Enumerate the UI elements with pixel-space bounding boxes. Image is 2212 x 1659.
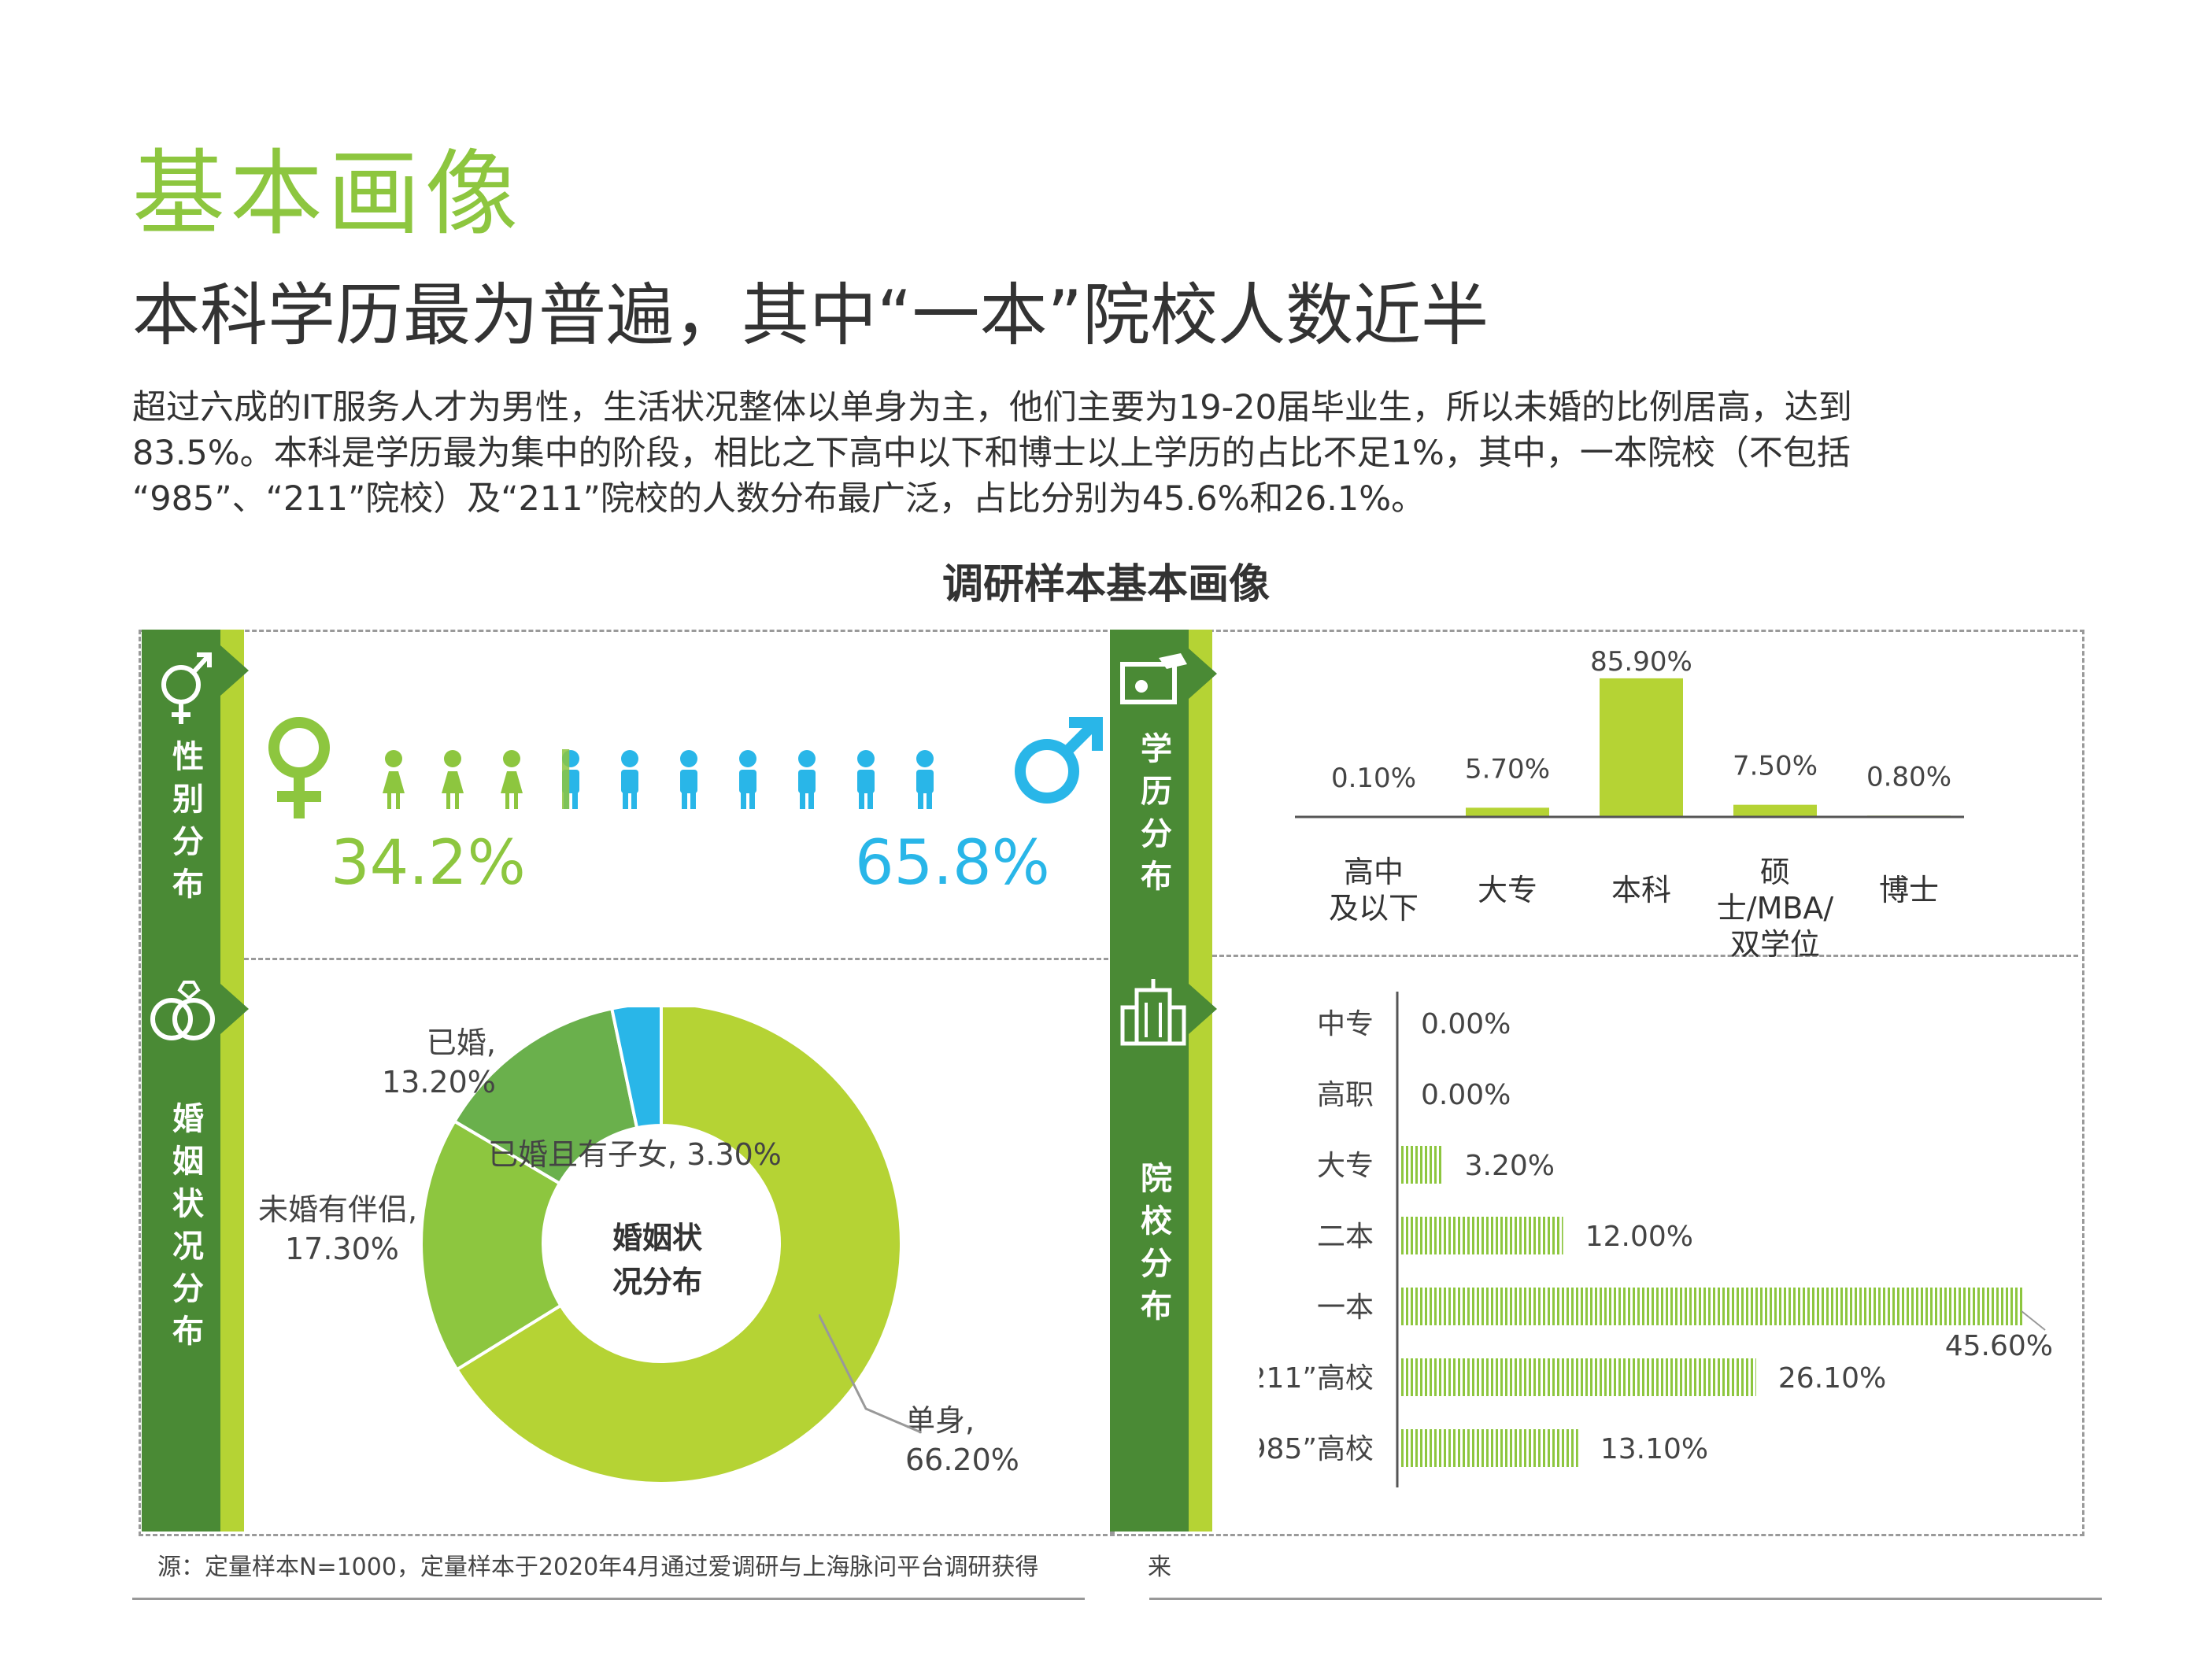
- school-value-label: 45.60%: [1945, 1330, 2053, 1362]
- school-category-label: 高职: [1317, 1079, 1374, 1111]
- page-title: 基本画像: [132, 139, 523, 248]
- school-leader-line: [2021, 1310, 2046, 1331]
- education-category-label: 博士: [1842, 872, 1976, 908]
- left-divider: [244, 958, 1108, 960]
- right-stripe: [1189, 630, 1212, 1532]
- right-divider: [1212, 955, 2078, 957]
- school-category-label: 二本: [1317, 1221, 1374, 1253]
- slice-single: [454, 1007, 903, 1485]
- education-bar-chart: 0.10% 5.70% 85.90% 7.50% 0.80%: [1295, 646, 1964, 818]
- gender-section-label: 性别分布: [167, 740, 203, 910]
- person-icon: [442, 750, 464, 809]
- marriage-section-label: 婚姻状况分布: [167, 1102, 203, 1357]
- education-value-label: 0.80%: [1866, 761, 1951, 793]
- male-symbol-icon: [1015, 717, 1103, 804]
- marriage-arrow: [220, 984, 249, 1034]
- school-value-label: 12.00%: [1585, 1221, 1693, 1253]
- person-icon: [562, 749, 579, 809]
- school-bar-chart: 中专 0.00% 高职 0.00% 大专 3.20% 二本 12.00% 一本 45.60% “21…: [1260, 992, 2053, 1487]
- person-icon: [857, 750, 875, 809]
- school-bar: [1399, 1146, 1443, 1184]
- slice-label-single: 单身, 66.20%: [905, 1403, 1019, 1477]
- school-bar: [1399, 1358, 1756, 1396]
- education-value-label: 7.50%: [1733, 751, 1818, 782]
- education-arrow: [1189, 648, 1217, 699]
- education-value-label: 0.10%: [1331, 763, 1416, 794]
- male-percentage: 65.8%: [855, 828, 1050, 899]
- intro-line-2: 83.5%。本科是学历最为集中的阶段，相比之下高中以下和博士以上学历的占比不足1…: [132, 434, 1851, 473]
- left-stripe: [220, 630, 244, 1532]
- gender-pictogram: [268, 717, 1103, 818]
- footer-rule-right: [1149, 1598, 2102, 1600]
- person-icon: [916, 750, 934, 809]
- intro-line-1: 超过六成的IT服务人才为男性，生活状况整体以单身为主，他们主要为19-20届毕业…: [132, 388, 1852, 427]
- school-category-label: 中专: [1317, 1008, 1374, 1040]
- education-category-line: 本科: [1611, 873, 1671, 907]
- rings-icon: [150, 981, 215, 1040]
- school-category-label: 一本: [1317, 1291, 1374, 1324]
- school-value-label: 3.20%: [1465, 1150, 1555, 1182]
- female-percentage: 34.2%: [331, 828, 526, 899]
- education-section-label: 学历分布: [1135, 732, 1171, 902]
- footer-rule-left: [132, 1598, 1085, 1600]
- person-icon: [680, 750, 697, 809]
- person-icon: [798, 750, 816, 809]
- person-icon: [621, 750, 638, 809]
- school-category-label: 大专: [1317, 1150, 1374, 1182]
- gender-icon: [161, 652, 212, 724]
- school-section-label: 院校分布: [1135, 1162, 1171, 1332]
- left-sidebar: [142, 630, 220, 1532]
- person-icon: [739, 750, 756, 809]
- education-category-label: 高中 及以下: [1307, 854, 1441, 926]
- single-leader-line: [819, 1314, 922, 1434]
- education-category-line: 高中: [1343, 855, 1404, 889]
- school-category-label: “985”高校: [1260, 1433, 1374, 1465]
- intro-line-3: “985”、“211”院校）及“211”院校的人数分布最广泛，占比分别为45.6…: [132, 479, 1426, 519]
- education-value-label: 5.70%: [1465, 753, 1550, 785]
- school-value-label: 0.00%: [1421, 1079, 1511, 1111]
- education-bar: [1466, 807, 1549, 817]
- school-category-label: “211”高校: [1260, 1362, 1374, 1395]
- education-category-label: 本科: [1574, 872, 1708, 908]
- slice-label-married: 已婚, 13.20%: [382, 1025, 496, 1099]
- education-category-line: 大专: [1477, 873, 1537, 907]
- education-category-line: 硕士/MBA/: [1716, 855, 1834, 926]
- slice-label-partner: 未婚有伴侣, 17.30%: [258, 1192, 418, 1266]
- diploma-icon: [1120, 653, 1187, 704]
- donut-center-line-2: 况分布: [612, 1265, 702, 1299]
- donut-center-label: 婚姻状 况分布: [551, 1216, 764, 1304]
- school-value-label: 13.10%: [1600, 1433, 1708, 1465]
- school-bar: [1399, 1288, 2024, 1325]
- school-value-label: 26.10%: [1778, 1362, 1886, 1395]
- gender-arrow: [220, 645, 249, 696]
- building-icon: [1120, 979, 1186, 1046]
- education-bar: [1733, 804, 1817, 817]
- school-bar: [1399, 1429, 1578, 1467]
- school-bar: [1399, 1217, 1563, 1254]
- education-category-label: 硕士/MBA/双学位: [1708, 854, 1842, 963]
- education-category-line: 及以下: [1328, 891, 1419, 926]
- source-note: 源：定量样本N=1000，定量样本于2020年4月通过爱调研与上海脉问平台调研获…: [157, 1554, 1039, 1581]
- chart-title: 调研样本基本画像: [941, 561, 1270, 608]
- slice-label-married-children: 已婚且有子女, 3.30%: [488, 1137, 782, 1172]
- donut-center-line-1: 婚姻状: [612, 1221, 702, 1255]
- source-note-tail: 来: [1148, 1554, 1171, 1581]
- education-category-line: 双学位: [1729, 927, 1820, 962]
- education-bar: [1600, 678, 1683, 817]
- person-icon: [501, 750, 523, 809]
- marriage-donut-chart: [420, 1007, 903, 1485]
- school-arrow: [1189, 984, 1217, 1034]
- female-symbol-icon: [268, 717, 330, 818]
- education-category-label: 大专: [1441, 872, 1574, 908]
- education-value-label: 85.90%: [1590, 646, 1692, 678]
- right-sidebar: [1110, 630, 1189, 1532]
- page-subtitle: 本科学历最为普遍，其中“一本”院校人数近半: [132, 276, 1489, 355]
- person-icon: [383, 750, 405, 809]
- education-category-line: 博士: [1878, 873, 1939, 907]
- school-value-label: 0.00%: [1421, 1008, 1511, 1040]
